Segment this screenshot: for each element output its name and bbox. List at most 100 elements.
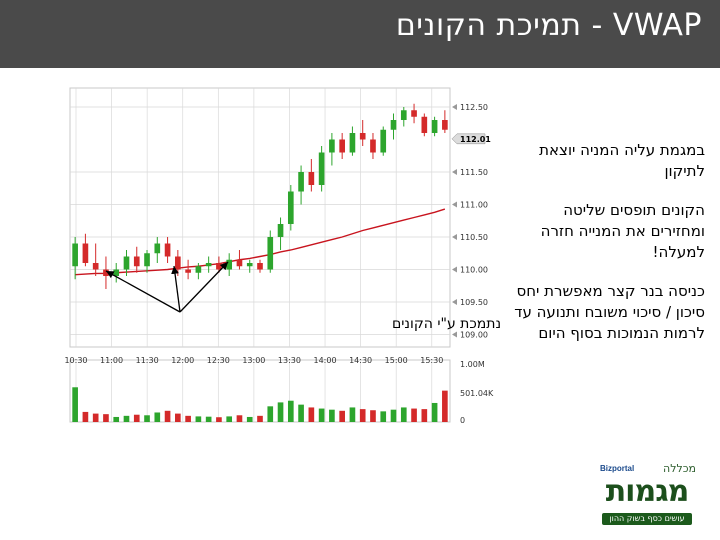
- time-tick-label: 12:00: [171, 356, 194, 365]
- candle-body: [133, 256, 140, 267]
- volume-bar: [267, 406, 274, 422]
- time-tick-label: 13:30: [278, 356, 301, 365]
- time-tick-label: 15:00: [385, 356, 408, 365]
- bullet-3: כניסה בנר קצר מאפשרת יחס סיכון / סיכוי מ…: [514, 282, 705, 342]
- candle-body: [421, 116, 428, 133]
- slide-header: VWAP - תמיכת הקונים: [0, 0, 720, 68]
- candle-body: [287, 191, 294, 224]
- chart-axes: 10:30 11:00 11:30 12:00 12:30 13:00 13:30 14:00…: [64, 103, 494, 425]
- volume-bar: [123, 415, 130, 422]
- candle-body: [298, 172, 304, 192]
- volume-bar: [195, 416, 202, 422]
- volume-bar: [359, 409, 366, 422]
- support-arrows: [105, 261, 229, 313]
- volume-bar: [113, 416, 120, 422]
- price-tick-label: 109.50: [460, 298, 488, 307]
- arrow-3: [179, 261, 229, 313]
- volume-bar: [370, 410, 376, 422]
- price-tick-marker: [452, 104, 457, 110]
- volume-bar: [257, 415, 263, 422]
- price-tick-label: 109.00: [460, 331, 488, 340]
- time-tick-label: 13:00: [242, 356, 265, 365]
- volume-bar: [205, 416, 212, 422]
- volume-bar: [298, 404, 304, 422]
- price-tick-label: 112.50: [460, 103, 488, 112]
- time-tick-label: 11:00: [100, 356, 123, 365]
- volume-bar: [103, 414, 109, 422]
- candle-body: [164, 243, 171, 257]
- logo-bizportal: Bizportal: [600, 464, 635, 473]
- logo-name: מגמות: [605, 474, 690, 509]
- volume-bar: [236, 415, 243, 422]
- candle-body: [349, 133, 356, 153]
- candle-body: [267, 237, 274, 270]
- slide-title: VWAP - תמיכת הקונים: [395, 8, 702, 43]
- support-annotation: נתמכת ע"י הקונים: [392, 316, 500, 332]
- candle-body: [390, 120, 397, 130]
- arrow-2: [171, 265, 181, 313]
- volume-bar: [390, 409, 397, 422]
- candle-body: [329, 139, 335, 153]
- volume-bar: [185, 415, 191, 422]
- price-tick-label: 110.00: [460, 266, 488, 275]
- volume-bar: [329, 409, 335, 422]
- candle-body: [411, 110, 417, 117]
- volume-bar: [421, 409, 428, 422]
- price-tick-label: 111.00: [460, 201, 488, 210]
- time-tick-label: 10:30: [64, 356, 87, 365]
- volume-tick-label: 1.00M: [460, 360, 485, 369]
- candle-body: [370, 139, 376, 153]
- volume-bar: [277, 402, 284, 422]
- volume-bar: [287, 400, 294, 422]
- candle-body: [257, 263, 263, 270]
- volume-bar: [431, 402, 438, 422]
- volume-bar: [164, 410, 171, 422]
- volume-bar: [92, 413, 99, 422]
- volume-bar: [72, 387, 78, 422]
- candle-body: [123, 256, 130, 270]
- volume-bar: [144, 415, 150, 422]
- volume-bars: [72, 387, 448, 422]
- volume-bar: [318, 408, 325, 422]
- bullet-2: הקונים תופסים שליטה ומחזירים את המנייה ח…: [540, 201, 705, 261]
- candle-body: [113, 269, 120, 276]
- volume-bar: [442, 390, 448, 422]
- candle-body: [400, 110, 407, 120]
- volume-bar: [349, 407, 356, 422]
- price-tick-marker: [452, 299, 457, 305]
- volume-bar: [175, 413, 181, 422]
- price-grid: [69, 87, 451, 423]
- candle-body: [175, 256, 181, 270]
- volume-bar: [154, 412, 161, 422]
- price-tick-marker: [452, 234, 457, 240]
- magamot-logo: Bizportal מכללה מגמות עושים כסף בשוק ההו…: [598, 462, 696, 530]
- price-tick-label: 111.50: [460, 168, 488, 177]
- candle-body: [339, 139, 345, 153]
- price-tick-marker: [452, 331, 457, 338]
- time-tick-label: 15:30: [420, 356, 443, 365]
- candle-body: [185, 269, 191, 273]
- candle-body: [92, 263, 99, 270]
- volume-tick-label: 0: [460, 416, 465, 425]
- price-tick-marker: [452, 169, 457, 175]
- volume-bar: [226, 416, 233, 422]
- arrow-1: [105, 270, 181, 313]
- price-tick-marker: [452, 266, 457, 273]
- logo-tagline: עושים כסף בשוק ההון: [602, 513, 692, 525]
- volume-bar: [411, 408, 417, 422]
- stock-chart: 10:30 11:00 11:30 12:00 12:30 13:00 13:30 14:00…: [62, 86, 500, 428]
- candle-body: [308, 172, 315, 185]
- candle-body: [195, 266, 202, 273]
- candle-body: [216, 263, 222, 270]
- price-tick-marker: [452, 201, 457, 208]
- price-tick-label: 110.50: [460, 233, 488, 242]
- candle-body: [144, 253, 150, 267]
- volume-bar: [82, 411, 89, 422]
- volume-bar: [246, 416, 253, 422]
- candle-body: [205, 263, 212, 267]
- current-price-marker: [451, 133, 486, 145]
- logo-college: מכללה: [663, 462, 696, 475]
- volume-bar: [216, 417, 222, 422]
- candle-body: [442, 120, 448, 130]
- time-tick-label: 14:30: [349, 356, 372, 365]
